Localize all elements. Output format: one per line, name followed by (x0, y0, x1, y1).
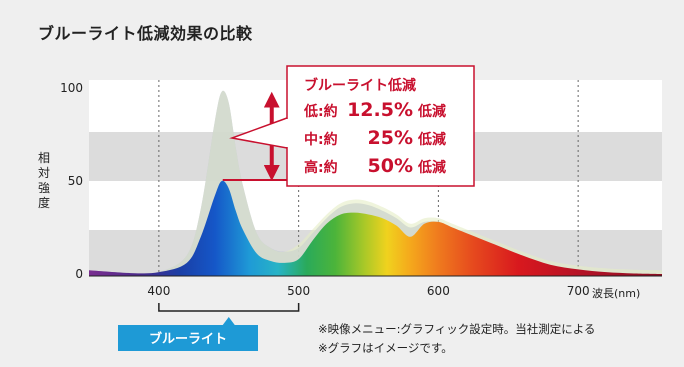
blue-range-bracket (158, 303, 300, 325)
note-1: ※映像メニュー:グラフィック設定時。当社測定による (318, 322, 595, 336)
x-tick-600: 600 (427, 284, 450, 298)
range-pointer (222, 317, 235, 325)
reduced-spectrum-area (89, 180, 662, 276)
callout-row: 中:約 25% 低減 (304, 127, 446, 149)
x-axis-unit: 波長(nm) (592, 287, 640, 300)
blue-range-label: ブルーライト (149, 331, 227, 347)
x-tick-500: 500 (287, 284, 310, 298)
y-tick-50: 50 (68, 174, 83, 188)
y-axis-label-char: 相 (38, 151, 50, 165)
y-axis-label-char: 対 (38, 166, 50, 180)
callout-row: 高:約 50% 低減 (304, 155, 446, 177)
callout-rows: 低:約 12.5% 低減中:約 25% 低減高:約 50% 低減 (303, 99, 446, 177)
callout-heading: ブルーライト低減 (304, 77, 416, 94)
x-tick-400: 400 (147, 284, 170, 298)
x-tick-700: 700 (567, 284, 590, 298)
note-2: ※グラフはイメージです。 (318, 341, 453, 355)
chart-title: ブルーライト低減効果の比較 (38, 24, 253, 43)
y-axis-label-char: 度 (38, 195, 50, 210)
y-axis-label-char: 強 (38, 181, 50, 195)
callout-row: 低:約 12.5% 低減 (303, 99, 446, 121)
range-bracket-line (158, 303, 300, 312)
y-tick-100: 100 (60, 81, 83, 95)
y-tick-0: 0 (75, 267, 83, 281)
blue-range-label-box (118, 325, 258, 351)
x-tick-labels: 400 500 600 700 (147, 284, 589, 298)
y-tick-labels: 0 50 100 (60, 81, 83, 281)
